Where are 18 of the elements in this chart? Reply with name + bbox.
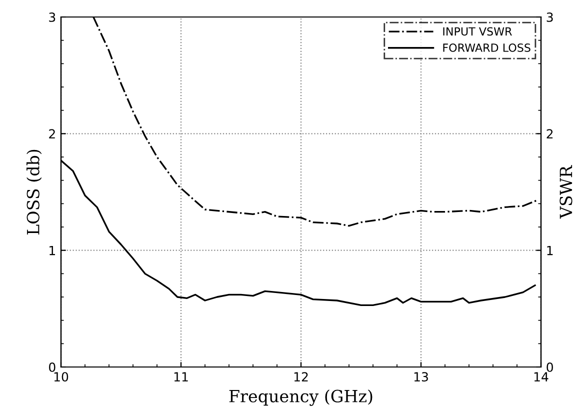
y2-axis-title: VSWR: [560, 165, 572, 219]
y2-tick-label: 3: [546, 12, 553, 22]
y-tick-label: 2: [49, 129, 55, 138]
x-tick-label: 10: [54, 372, 68, 382]
y2-tick-label: 1: [547, 246, 553, 256]
y2-tick-label: 2: [546, 129, 553, 138]
y-tick-label: 3: [49, 12, 56, 22]
x-tick-label: 13: [414, 372, 428, 382]
y-tick-label: 1: [50, 246, 55, 256]
x-tick-label: 11: [174, 372, 188, 382]
x-tick-label: 12: [294, 372, 308, 382]
x-axis-title: Frequency (GHz): [229, 390, 372, 406]
legend-label: INPUT VSWR: [443, 27, 512, 36]
x-tick-label: 14: [534, 372, 548, 382]
y-tick-label: 0: [49, 362, 56, 372]
y-axis-title: LOSS (db): [26, 150, 42, 235]
legend-label: FORWARD LOSS: [443, 44, 530, 52]
y2-tick-label: 0: [546, 362, 553, 372]
